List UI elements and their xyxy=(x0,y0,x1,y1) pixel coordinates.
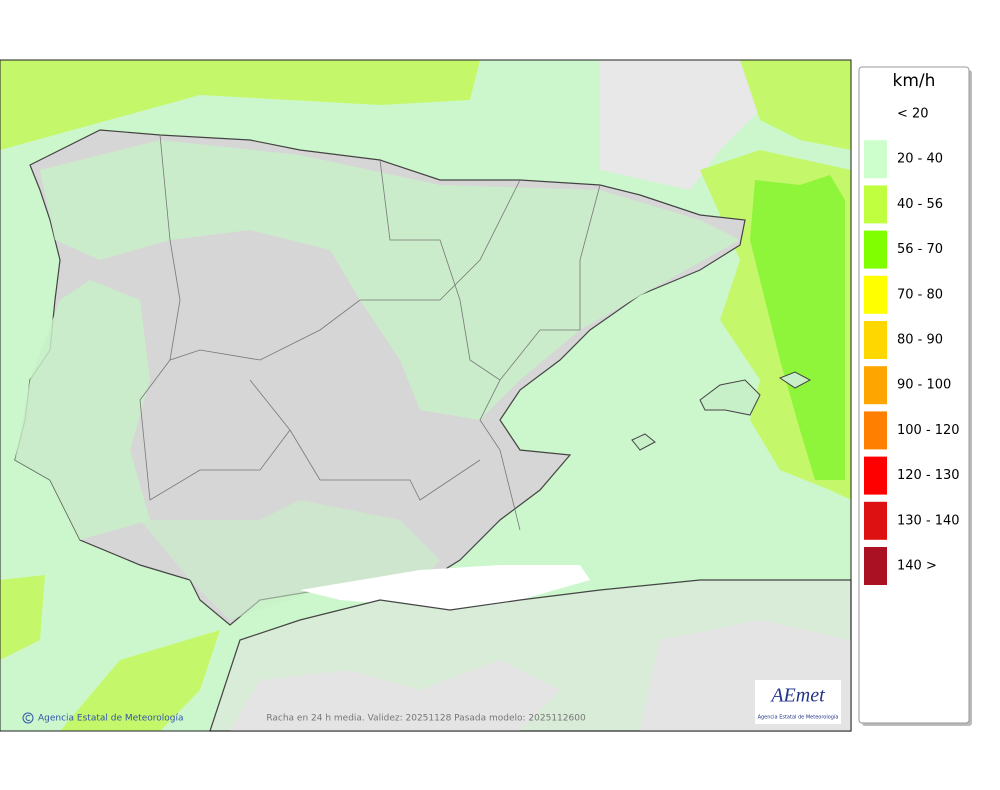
legend-label: 90 - 100 xyxy=(897,378,951,393)
copyright-icon xyxy=(25,715,31,721)
legend-swatch xyxy=(864,411,887,450)
legend-label: < 20 xyxy=(897,107,929,122)
legend-swatch xyxy=(864,321,887,359)
wind-zone xyxy=(140,500,440,620)
legend-swatch xyxy=(864,140,887,179)
mallorca xyxy=(699,379,761,416)
legend-swatch xyxy=(864,275,887,314)
legend-label: 140 > xyxy=(897,559,937,574)
legend-swatch xyxy=(864,501,887,540)
legend-label: 20 - 40 xyxy=(897,152,943,167)
wind-zone xyxy=(40,140,740,420)
legend-label: 56 - 70 xyxy=(897,242,943,257)
logo-box xyxy=(755,680,841,724)
wind-zone xyxy=(15,280,150,540)
legend-swatch xyxy=(864,185,887,224)
calm-zone xyxy=(230,660,560,731)
map: Agencia Estatal de Meteorología Racha en… xyxy=(0,59,852,732)
legend-title: km/h xyxy=(893,71,936,91)
legend-swatch xyxy=(864,547,887,585)
legend-swatch xyxy=(864,456,887,495)
legend-label: 130 - 140 xyxy=(897,513,960,528)
wind-zone xyxy=(60,630,220,731)
legend-swatch xyxy=(864,230,887,269)
legend-label: 120 - 130 xyxy=(897,468,960,483)
wind-zone xyxy=(0,575,45,660)
calm-zone xyxy=(600,60,780,190)
legend-label: 80 - 90 xyxy=(897,333,943,348)
legend-swatch xyxy=(864,366,887,405)
caption: Racha en 24 h media. Validez: 20251128 P… xyxy=(266,714,586,724)
legend-label: 70 - 80 xyxy=(897,287,943,302)
credit: Agencia Estatal de Meteorología xyxy=(38,714,184,724)
logo-subtitle: Agencia Estatal de Meteorología xyxy=(758,714,839,721)
legend-label: 100 - 120 xyxy=(897,423,960,438)
map-frame xyxy=(0,59,852,732)
ibiza xyxy=(631,433,656,451)
wind-zone xyxy=(750,175,845,480)
wind-zone xyxy=(740,60,851,150)
menorca xyxy=(778,371,812,389)
legend: km/h < 20 20 - 40 40 - 56 56 - 70 70 - 80 80 … xyxy=(858,66,972,726)
legend-label: 40 - 56 xyxy=(897,197,943,212)
logo: AEmet xyxy=(769,685,825,707)
copyright-icon xyxy=(22,712,34,724)
wind-zone xyxy=(0,60,480,150)
legend-swatch xyxy=(864,95,887,133)
region-borders xyxy=(139,134,601,531)
